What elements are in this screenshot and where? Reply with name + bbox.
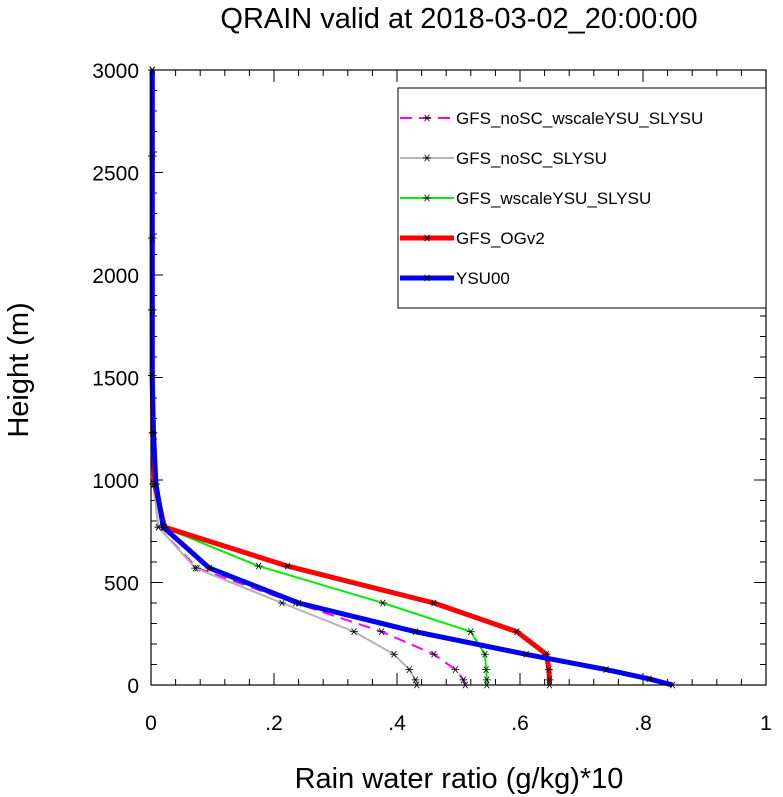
data-point-marker: [544, 666, 553, 674]
y-tick-label: 1500: [92, 368, 139, 391]
data-point-marker: [389, 650, 398, 658]
data-point-marker: [459, 676, 468, 684]
data-point-marker: [423, 154, 431, 162]
data-point-marker: [512, 628, 521, 636]
legend-entry: YSU00: [400, 269, 510, 288]
series-line: [151, 70, 418, 686]
data-point-marker: [254, 562, 263, 570]
x-tick-label: .2: [265, 712, 283, 735]
data-point-marker: [423, 274, 431, 282]
legend-entry: GFS_noSC_wscaleYSU_SLYSU: [400, 109, 703, 128]
y-axis-label: Height (m): [3, 302, 35, 437]
legend-entry: GFS_wscaleYSU_SLYSU: [400, 189, 651, 208]
chart-title: QRAIN valid at 2018-03-02_20:00:00: [220, 3, 697, 35]
legend-label: GFS_noSC_wscaleYSU_SLYSU: [456, 109, 703, 128]
x-tick-label: .4: [388, 712, 406, 735]
x-tick-label: .6: [511, 712, 529, 735]
y-tick-label: 500: [104, 573, 139, 596]
y-tick-label: 1000: [92, 470, 139, 493]
legend-entry: GFS_noSC_SLYSU: [400, 149, 607, 168]
data-point-marker: [283, 562, 292, 570]
legend-label: GFS_OGv2: [456, 229, 545, 248]
legend-label: YSU00: [456, 269, 510, 288]
legend-box: [397, 87, 767, 309]
data-point-marker: [159, 523, 168, 531]
data-point-marker: [602, 666, 611, 674]
data-point-marker: [545, 676, 554, 684]
x-axis-label: Rain water ratio (g/kg)*10: [295, 763, 624, 795]
series-layer: [148, 66, 677, 689]
data-point-marker: [645, 675, 654, 683]
data-point-marker: [405, 666, 414, 674]
data-point-marker: [423, 194, 431, 202]
x-tick-label: .8: [634, 712, 652, 735]
data-point-marker: [411, 628, 420, 636]
data-point-marker: [482, 666, 491, 674]
plot-frame: [150, 69, 767, 686]
legend-label: GFS_noSC_SLYSU: [456, 149, 607, 168]
data-point-marker: [294, 599, 303, 607]
data-point-marker: [423, 234, 431, 242]
tick-labels: 0 .2 .4 .6 .8 1 0 500 1000 1500 2000 2500 3000: [92, 60, 772, 735]
data-point-marker: [451, 666, 460, 674]
y-tick-label: 3000: [92, 60, 139, 83]
x-tick-label: 1: [760, 712, 772, 735]
legend-label: GFS_wscaleYSU_SLYSU: [456, 189, 651, 208]
x-tick-label: 0: [145, 712, 157, 735]
legend: GFS_noSC_wscaleYSU_SLYSU GFS_noSC_SLYSU GF…: [397, 87, 767, 309]
y-tick-label: 2000: [92, 265, 139, 288]
legend-entry: GFS_OGv2: [400, 229, 545, 248]
data-point-marker: [377, 628, 386, 636]
data-point-marker: [411, 676, 420, 684]
data-point-marker: [429, 599, 438, 607]
data-point-marker: [429, 650, 438, 658]
data-point-marker: [480, 650, 489, 658]
data-point-marker: [277, 599, 286, 607]
data-point-marker: [466, 628, 475, 636]
data-point-marker: [423, 114, 431, 122]
data-point-marker: [151, 480, 160, 488]
data-point-marker: [522, 650, 531, 658]
y-tick-label: 0: [127, 675, 139, 698]
data-point-marker: [205, 564, 214, 572]
data-point-marker: [191, 564, 200, 572]
y-tick-label: 2500: [92, 163, 139, 186]
data-point-marker: [482, 676, 491, 684]
data-point-marker: [349, 628, 358, 636]
data-point-marker: [378, 599, 387, 607]
